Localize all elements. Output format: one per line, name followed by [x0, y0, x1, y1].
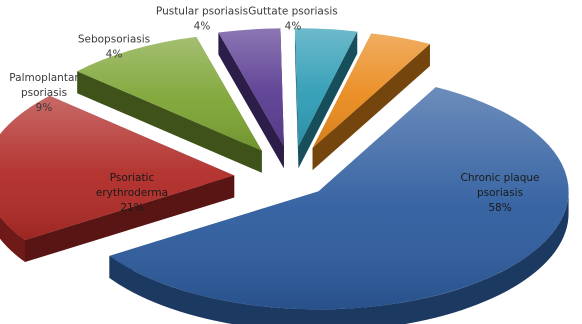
data-label-name: Pustular psoriasis	[156, 6, 248, 18]
pie-slice-highlight-4	[294, 28, 358, 147]
data-label-name: Guttate psoriasis	[248, 6, 337, 18]
data-label-percent: 4%	[106, 49, 123, 61]
data-label-percent: 4%	[285, 21, 302, 33]
data-label-name: psoriasis	[21, 87, 67, 99]
data-label-guttate-psoriasis: Guttate psoriasis 4%	[248, 6, 337, 33]
data-label-name: Chronic plaque	[461, 172, 540, 184]
data-label-name: Palmoplantar	[9, 72, 79, 84]
data-label-pustular-psoriasis: Pustular psoriasis 4%	[156, 6, 248, 33]
pie-slice-side-4	[294, 28, 358, 169]
pie-slice-highlight-5	[312, 33, 430, 149]
pie-slice-highlight-2	[77, 36, 262, 151]
data-label-percent: 9%	[36, 102, 53, 114]
data-label-percent: 58%	[488, 202, 511, 214]
data-label-name: erythroderma	[96, 187, 168, 199]
pie-slice-highlight-3	[218, 28, 284, 147]
data-label-name: Psoriatic	[110, 172, 155, 184]
data-label-percent: 4%	[194, 21, 211, 33]
data-label-palmoplantar-psoriasis: Palmoplantar psoriasis 9%	[9, 72, 79, 114]
data-label-name: Sebopsoriasis	[78, 34, 150, 46]
data-label-chronic-plaque-psoriasis: Chronic plaque psoriasis 58%	[461, 172, 540, 214]
data-label-psoriatic-erythroderma: Psoriatic erythroderma 21%	[96, 172, 168, 214]
data-label-name: psoriasis	[477, 187, 523, 199]
data-label-percent: 21%	[120, 202, 143, 214]
pie-slice-highlight-1	[0, 95, 235, 241]
pie-slice-highlight-0	[109, 87, 569, 310]
data-label-sebopsoriasis: Sebopsoriasis 4%	[78, 34, 150, 61]
